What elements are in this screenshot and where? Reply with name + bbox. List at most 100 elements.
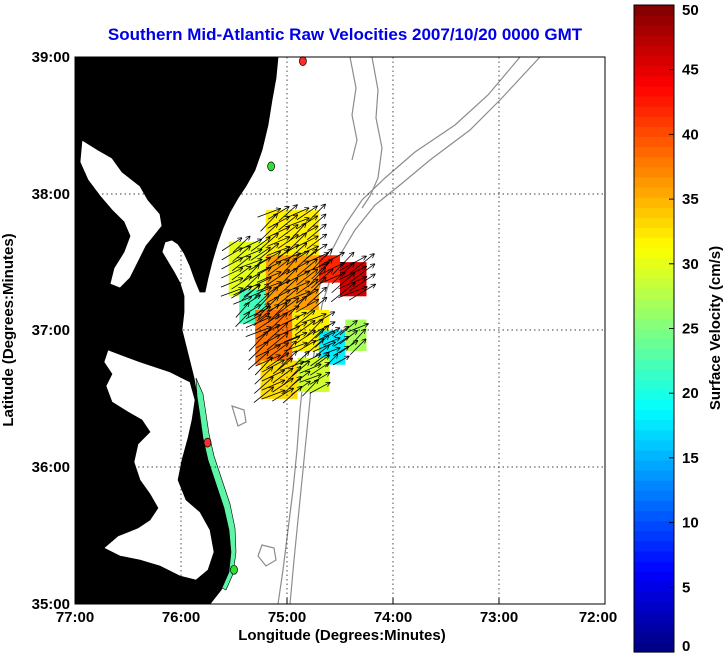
velocity-arrow <box>307 277 325 297</box>
colorbar-band <box>634 257 674 269</box>
velocity-arrow <box>267 270 290 285</box>
velocity-arrow <box>254 294 268 308</box>
velocity-arrow <box>350 329 366 346</box>
colorbar-band <box>634 166 674 178</box>
velocity-arrow <box>284 313 307 325</box>
velocity-arrow <box>231 276 252 290</box>
colorbar-band <box>634 298 674 309</box>
velocity-arrow <box>295 289 318 304</box>
grid <box>75 57 605 604</box>
colorbar-tick-label: 10 <box>682 515 699 532</box>
velocity-arrow <box>254 357 272 376</box>
velocity-arrow <box>267 303 286 323</box>
velocity-arrow <box>232 236 250 253</box>
velocity-arrow <box>306 234 326 250</box>
velocity-arrow <box>246 307 270 319</box>
velocity-arrow <box>220 278 243 288</box>
velocity-arrow <box>333 327 349 338</box>
velocity-arrow <box>315 326 328 339</box>
colorbar-band <box>634 480 674 491</box>
velocity-arrow <box>286 208 308 219</box>
x-tick-label: 74:00 <box>374 609 412 626</box>
velocity-arrow <box>255 345 280 358</box>
velocity-arrow <box>295 311 314 327</box>
velocity-arrow <box>257 262 281 274</box>
colorbar-band <box>634 470 674 481</box>
velocity-arrow <box>259 224 278 241</box>
velocity-arrow <box>261 380 285 391</box>
colorbar-band <box>634 540 674 552</box>
x-tick-label: 77:00 <box>56 609 94 626</box>
velocity-arrow <box>257 209 281 218</box>
velocity-arrow <box>294 341 316 354</box>
velocity-arrow <box>291 371 310 386</box>
velocity-arrow <box>284 323 306 334</box>
velocity-arrow <box>256 305 279 322</box>
velocity-arrow <box>291 361 309 377</box>
colorbar-band <box>634 65 674 77</box>
y-axis-label: Latitude (Degrees:Minutes) <box>0 233 17 426</box>
chart-title: Southern Mid-Atlantic Raw Velocities 200… <box>108 25 583 44</box>
velocity-arrow <box>313 312 335 325</box>
colorbar-band <box>634 459 674 471</box>
velocity-arrow <box>240 239 261 250</box>
colorbar-band <box>634 308 674 319</box>
colorbar-tick-label: 5 <box>682 579 690 596</box>
velocity-arrow <box>242 265 259 282</box>
y-tick-labels: 39:00 38:00 37:00 36:00 35:00 <box>32 49 70 613</box>
velocity-arrow <box>302 380 318 397</box>
colorbar-band <box>634 106 674 117</box>
velocity-arrow <box>239 259 262 268</box>
colorbar-band <box>634 328 674 340</box>
velocity-arrow <box>296 216 318 230</box>
velocity-arrow <box>339 321 357 336</box>
velocity-arrow <box>250 257 270 270</box>
colorbar-band <box>634 277 674 289</box>
colorbar-band <box>634 550 674 562</box>
velocity-arrow <box>296 279 318 295</box>
velocity-arrow <box>292 351 309 368</box>
y-tick-label: 37:00 <box>32 322 70 339</box>
colorbar-band <box>634 186 674 198</box>
velocity-arrow <box>261 370 284 382</box>
y-tick-label: 36:00 <box>32 459 70 476</box>
velocity-arrow <box>299 364 321 374</box>
velocity-arrow <box>278 225 298 240</box>
velocity-arrow <box>231 266 251 281</box>
velocity-arrow <box>283 343 307 352</box>
colorbar-band <box>634 116 674 127</box>
velocity-arrow <box>332 356 349 366</box>
velocity-arrow <box>323 338 340 346</box>
station-marker <box>230 564 238 575</box>
colorbar-label: Surface Velocity (cm/s) <box>707 246 724 410</box>
colorbar-band <box>634 25 674 36</box>
colorbar-tick-label: 15 <box>682 450 699 467</box>
velocity-arrow <box>267 313 287 333</box>
colorbar-band <box>634 399 674 410</box>
velocity-arrow <box>338 266 367 281</box>
colorbar-band <box>634 520 674 532</box>
velocity-arrow <box>232 246 251 262</box>
velocity-arrow <box>235 303 249 318</box>
velocity-arrow <box>338 287 367 298</box>
colorbar-tick-label: 20 <box>682 385 699 402</box>
velocity-arrow <box>318 252 344 267</box>
velocity-arrow <box>347 324 369 333</box>
velocity-arrow <box>309 382 330 394</box>
velocity-arrow <box>221 258 242 270</box>
velocity-arrow <box>296 259 317 277</box>
colorbar-band <box>634 338 674 350</box>
velocity-arrow <box>333 336 349 347</box>
velocity-arrow <box>272 368 293 384</box>
colorbar-band <box>634 136 674 148</box>
velocity-arrow <box>296 236 318 248</box>
colorbar-band <box>634 348 674 360</box>
velocity-arrow <box>299 374 322 383</box>
velocity-arrow <box>259 287 278 307</box>
velocity-arrow <box>278 215 298 231</box>
velocity-arrow <box>268 250 288 267</box>
velocity-arrow <box>277 288 298 305</box>
colorbar-band <box>634 561 674 572</box>
colorbar-band <box>634 419 674 431</box>
velocity-arrow <box>243 285 260 297</box>
